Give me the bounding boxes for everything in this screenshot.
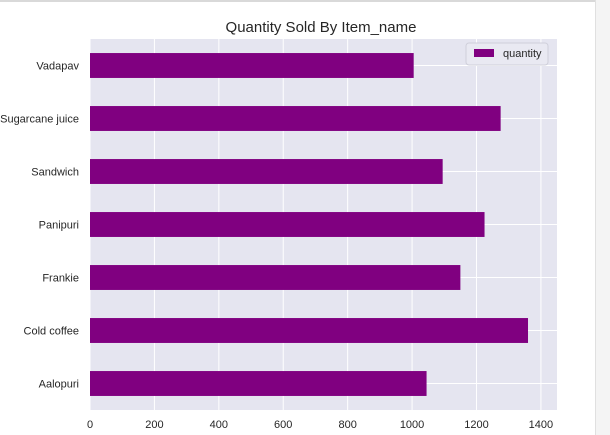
- y-tick-label: Panipuri: [39, 220, 79, 232]
- bar-sandwich: [90, 159, 443, 184]
- x-tick-label: 600: [274, 419, 292, 431]
- scrollbar-edge: [595, 0, 596, 435]
- bar-cold-coffee: [90, 318, 529, 343]
- x-tick-label: 200: [145, 419, 163, 431]
- bar-aalopuri: [90, 371, 427, 396]
- bar-sugarcane-juice: [90, 106, 501, 131]
- y-tick-label: Sugarcane juice: [0, 114, 79, 126]
- y-tick-label: Vadapav: [36, 61, 79, 73]
- x-tick-label: 1000: [400, 419, 424, 431]
- legend-label: quantity: [503, 48, 542, 60]
- cell-top-border: [0, 0, 596, 2]
- legend: quantity: [465, 42, 549, 66]
- x-tick-label: 1400: [529, 419, 553, 431]
- chart-title: Quantity Sold By Item_name: [226, 19, 417, 36]
- x-tick-label: 800: [338, 419, 356, 431]
- bars: [90, 53, 529, 396]
- y-tick-label: Sandwich: [31, 167, 79, 179]
- vertical-scrollbar[interactable]: [596, 0, 610, 435]
- y-tick-labels: Aalopuri Cold coffee Frankie Panipuri Sandwi…: [0, 61, 79, 391]
- y-tick-label: Frankie: [42, 273, 79, 285]
- x-tick-labels: 0 200 400 600 800 1000 1200 1400: [87, 419, 553, 431]
- legend-swatch: [474, 49, 494, 57]
- x-tick-label: 1200: [464, 419, 488, 431]
- bar-panipuri: [90, 212, 485, 237]
- y-tick-label: Cold coffee: [24, 326, 79, 338]
- bar-vadapav: [90, 53, 414, 78]
- bar-chart: Quantity Sold By Item_name Aalopuri Cold …: [0, 19, 557, 431]
- legend-box: [465, 42, 549, 66]
- x-tick-label: 0: [87, 419, 93, 431]
- x-tick-label: 400: [210, 419, 228, 431]
- y-tick-label: Aalopuri: [39, 379, 79, 391]
- bar-frankie: [90, 265, 461, 290]
